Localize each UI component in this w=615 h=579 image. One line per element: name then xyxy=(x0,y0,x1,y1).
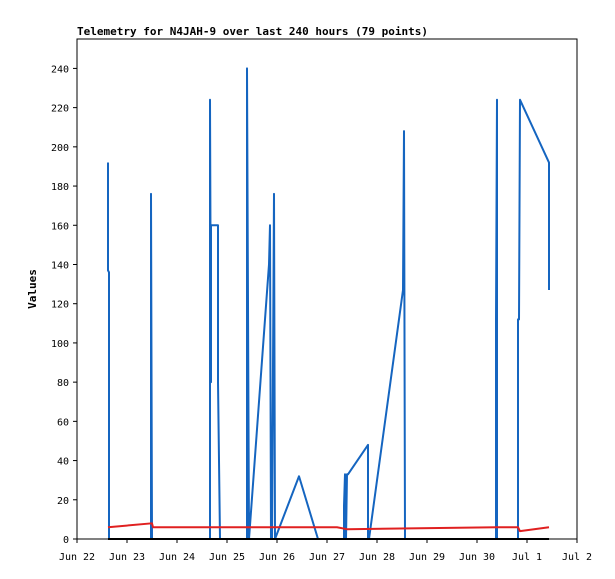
y-axis-label: Values xyxy=(26,269,39,309)
x-tick-label: Jun 24 xyxy=(159,552,195,563)
y-tick-label: 200 xyxy=(51,143,69,154)
x-tick-label: Jun 25 xyxy=(209,552,245,563)
x-tick-label: Jun 26 xyxy=(259,552,295,563)
y-tick-label: 140 xyxy=(51,260,69,271)
chart-title: Telemetry for N4JAH-9 over last 240 hour… xyxy=(77,25,428,38)
x-tick-label: Jul 1 xyxy=(512,552,542,563)
series-layer xyxy=(107,67,550,540)
x-tick-label: Jun 30 xyxy=(459,552,495,563)
y-tick-label: 100 xyxy=(51,339,69,350)
x-tick-label: Jun 22 xyxy=(59,552,95,563)
y-axis: 0 20 40 60 80 100 120 140 160 180 200 220 240 xyxy=(51,64,77,546)
series-line-1 xyxy=(107,67,550,540)
y-tick-label: 240 xyxy=(51,64,69,75)
y-tick-label: 60 xyxy=(57,417,69,428)
y-tick-label: 20 xyxy=(57,496,69,507)
y-tick-label: 180 xyxy=(51,182,69,193)
y-tick-label: 160 xyxy=(51,221,69,232)
y-tick-label: 120 xyxy=(51,300,69,311)
series-line-2 xyxy=(107,522,550,533)
x-tick-label: Jun 23 xyxy=(109,552,145,563)
y-tick-label: 0 xyxy=(63,535,69,546)
y-tick-label: 220 xyxy=(51,104,69,115)
x-tick-label: Jun 27 xyxy=(309,552,345,563)
x-tick-label: Jul 2 xyxy=(562,552,592,563)
y-tick-label: 80 xyxy=(57,378,69,389)
x-tick-label: Jun 28 xyxy=(359,552,395,563)
y-tick-label: 40 xyxy=(57,457,69,468)
x-tick-label: Jun 29 xyxy=(409,552,445,563)
x-axis: Jun 22 Jun 23 Jun 24 Jun 25 Jun 26 Jun 27 Jun … xyxy=(59,539,592,563)
